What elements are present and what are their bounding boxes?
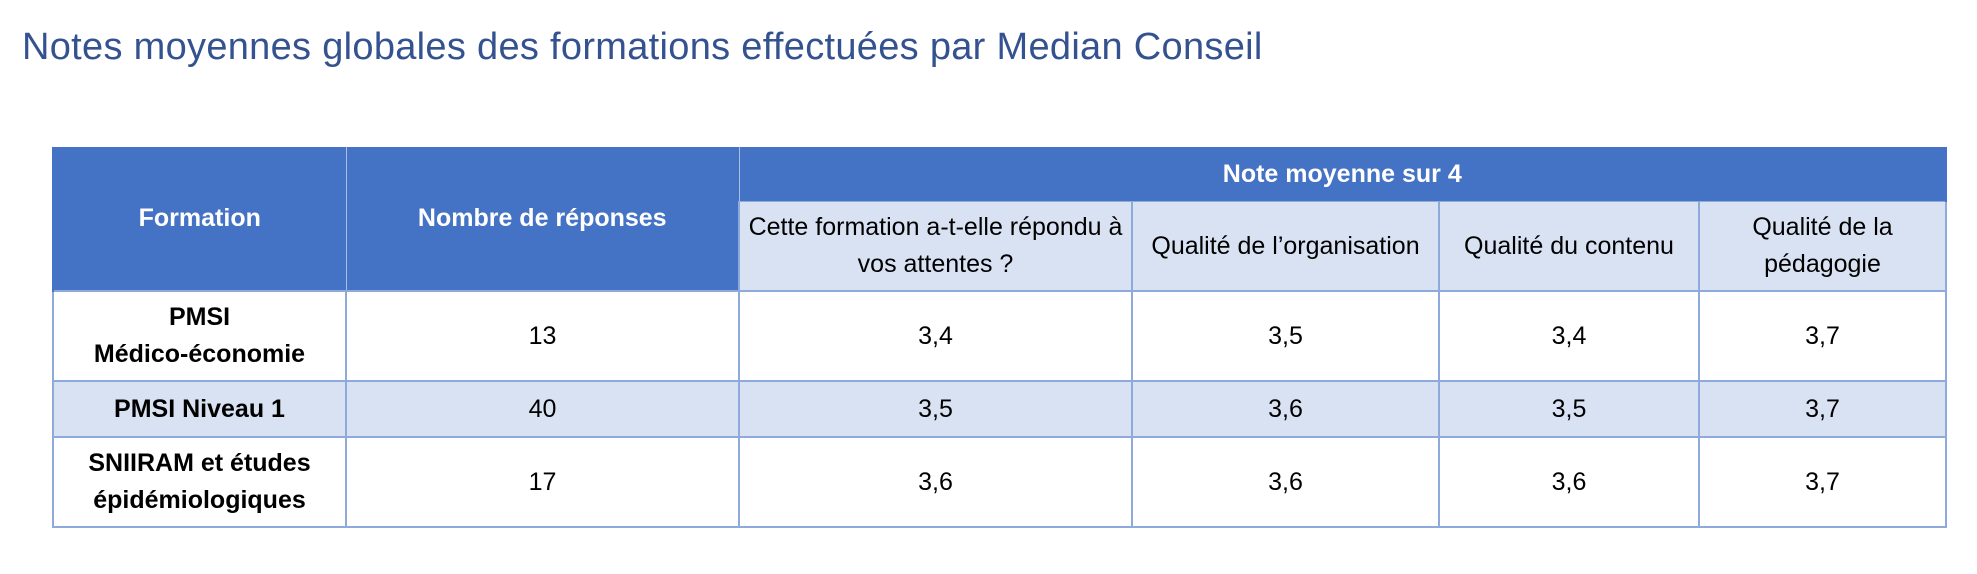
- header-expectations-label: Cette formation a-t-elle répondu à vos a…: [748, 213, 1123, 278]
- table-row: SNIIRAM et études épidémiologiques 17 3,…: [52, 436, 1948, 528]
- table-row: PMSI Niveau 1 40 3,5 3,6 3,5 3,7: [52, 380, 1948, 438]
- header-formation: Formation: [52, 147, 347, 291]
- responses-cell: 17: [345, 436, 740, 528]
- score-cell: 3,5: [1438, 380, 1700, 438]
- score-cell: 3,7: [1697, 380, 1948, 438]
- page-title: Notes moyennes globales des formations e…: [22, 26, 1263, 68]
- score-cell: 3,7: [1697, 290, 1948, 382]
- formation-line: Médico-économie: [93, 340, 306, 368]
- score-cell: 3,6: [738, 436, 1133, 528]
- formation-line: PMSI: [168, 303, 231, 331]
- header-contenu: Qualité du contenu: [1438, 201, 1700, 291]
- header-pedagogie-label: Qualité de la pédagogie: [1752, 213, 1893, 278]
- ratings-table: Formation Nombre de réponses Note moyenn…: [52, 147, 1948, 528]
- responses-cell: 40: [345, 380, 740, 438]
- header-note-group: Note moyenne sur 4: [739, 147, 1948, 202]
- table-row: PMSI Médico-économie 13 3,4 3,5 3,4 3,7: [52, 290, 1948, 382]
- header-organisation-label: Qualité de l’organisation: [1151, 231, 1420, 260]
- score-cell: 3,6: [1131, 436, 1440, 528]
- header-organisation: Qualité de l’organisation: [1131, 201, 1440, 291]
- score-cell: 3,5: [1131, 290, 1440, 382]
- score-cell: 3,6: [1131, 380, 1440, 438]
- formation-line: épidémiologiques: [93, 486, 306, 514]
- header-responses: Nombre de réponses: [346, 147, 740, 291]
- header-contenu-label: Qualité du contenu: [1464, 231, 1674, 260]
- formation-cell: PMSI Médico-économie: [52, 290, 347, 382]
- formation-line: SNIIRAM et études: [88, 449, 311, 477]
- score-cell: 3,4: [1438, 290, 1700, 382]
- formation-line: PMSI Niveau 1: [114, 394, 285, 423]
- score-cell: 3,4: [738, 290, 1133, 382]
- score-cell: 3,5: [738, 380, 1133, 438]
- formation-cell: PMSI Niveau 1: [52, 380, 347, 438]
- score-cell: 3,6: [1438, 436, 1700, 528]
- header-expectations: Cette formation a-t-elle répondu à vos a…: [738, 201, 1133, 291]
- formation-cell: SNIIRAM et études épidémiologiques: [52, 436, 347, 528]
- score-cell: 3,7: [1697, 436, 1948, 528]
- responses-cell: 13: [345, 290, 740, 382]
- header-pedagogie: Qualité de la pédagogie: [1697, 201, 1948, 291]
